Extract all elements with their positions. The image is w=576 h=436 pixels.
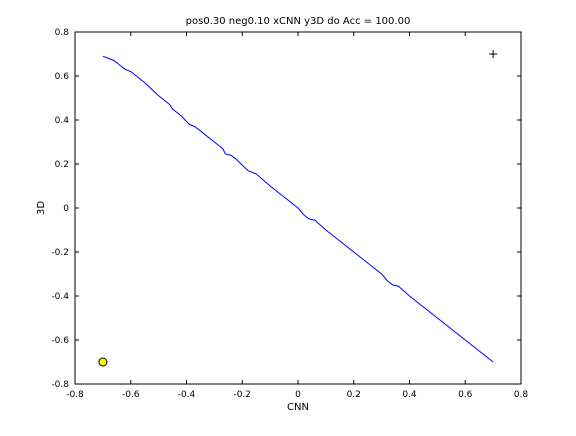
x-tick-label: -0.8 bbox=[66, 390, 84, 400]
y-tick-label: 0.2 bbox=[55, 160, 69, 170]
x-tick-label: 0.6 bbox=[458, 390, 473, 400]
x-axis-label: CNN bbox=[287, 402, 309, 413]
y-tick-label: -0.2 bbox=[51, 248, 69, 258]
plus-marker bbox=[489, 50, 498, 58]
series bbox=[98, 50, 498, 367]
y-tick-label: -0.4 bbox=[51, 292, 69, 302]
x-tick-label: 0 bbox=[295, 390, 301, 400]
x-tick-label: 0.4 bbox=[402, 390, 417, 400]
y-axis-label: 3D bbox=[36, 201, 47, 215]
ticks: -0.8 -0.6 -0.4 -0.2 0 0.2 0.4 0.6 0.8 -0.8 -0.6 -0.… bbox=[51, 28, 528, 400]
y-tick-label: 0.6 bbox=[55, 72, 70, 82]
x-tick-label: -0.2 bbox=[233, 390, 251, 400]
y-tick-label: 0 bbox=[63, 204, 69, 214]
chart-title: pos0.30 neg0.10 xCNN y3D do Acc = 100.00 bbox=[186, 16, 411, 27]
y-tick-label: -0.8 bbox=[51, 380, 69, 390]
y-tick-label: 0.8 bbox=[55, 28, 70, 38]
data-line bbox=[102, 55, 494, 363]
y-tick-label: -0.6 bbox=[51, 336, 69, 346]
x-tick-label: -0.4 bbox=[178, 390, 196, 400]
y-tick-label: 0.4 bbox=[55, 116, 70, 126]
circle-marker bbox=[98, 357, 108, 367]
x-tick-label: 0.8 bbox=[514, 390, 529, 400]
x-tick-label: -0.6 bbox=[122, 390, 140, 400]
x-tick-label: 0.2 bbox=[347, 390, 361, 400]
